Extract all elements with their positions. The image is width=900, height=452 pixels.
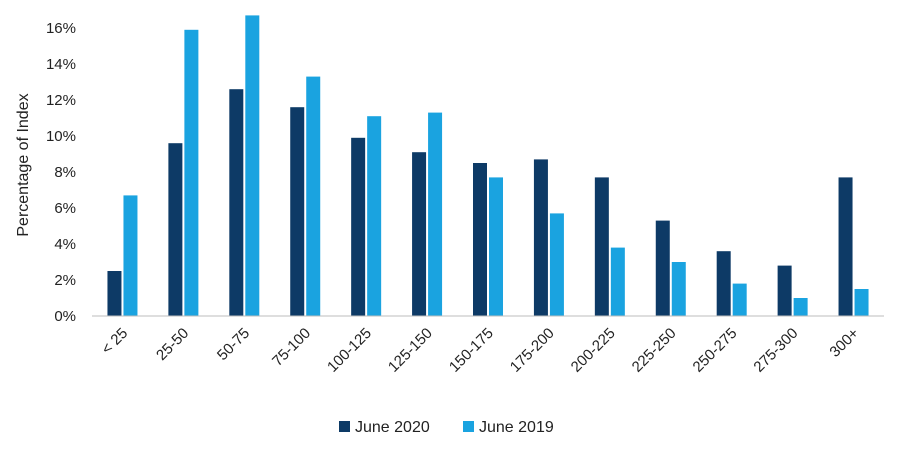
bar-june-2020 — [777, 265, 792, 316]
x-tick-label: 75-100 — [269, 325, 314, 370]
x-tick-label: 225-250 — [629, 325, 680, 376]
y-tick-label: 0% — [54, 308, 76, 325]
x-tick-label: < 25 — [98, 325, 131, 358]
bar-june-2019 — [428, 112, 443, 316]
bar-june-2019 — [610, 247, 625, 316]
bar-june-2019 — [306, 76, 321, 316]
bar-june-2020 — [533, 159, 548, 316]
bar-june-2020 — [655, 220, 670, 316]
x-tick-label: 25-50 — [153, 325, 192, 364]
legend-swatch — [339, 421, 350, 432]
x-tick-label: 300+ — [826, 325, 862, 361]
x-tick-label: 50-75 — [214, 325, 253, 364]
x-tick-label: 275-300 — [750, 325, 801, 376]
y-tick-label: 8% — [54, 164, 76, 181]
bar-june-2020 — [473, 163, 487, 316]
bar-june-2020 — [229, 89, 244, 316]
y-tick-label: 10% — [46, 128, 76, 145]
bar-june-2020 — [412, 152, 427, 316]
y-tick-label: 12% — [46, 92, 76, 109]
bar-june-2020 — [594, 177, 609, 316]
bar-june-2020 — [107, 271, 122, 316]
x-tick-label: 200-225 — [568, 325, 619, 376]
x-tick-label: 150-175 — [446, 325, 497, 376]
y-tick-label: 14% — [46, 56, 76, 73]
bar-june-2019 — [854, 289, 869, 316]
bar-june-2019 — [732, 283, 747, 316]
bar-june-2020 — [168, 143, 183, 316]
y-axis-title: Percentage of Index — [15, 93, 32, 236]
bar-june-2020 — [838, 177, 853, 316]
bar-june-2019 — [489, 177, 503, 316]
y-axis: 0% 2% 4% 6% 8% 10% 12% 14% 16% — [46, 20, 76, 325]
legend-label: June 2020 — [355, 419, 430, 436]
bar-june-2020 — [716, 251, 731, 316]
x-axis: < 25 25-50 50-75 75-100 100-125 125-150 150-17… — [98, 325, 862, 376]
bar-june-2020 — [290, 107, 305, 316]
legend-swatch — [463, 421, 474, 432]
y-tick-label: 6% — [54, 200, 76, 217]
x-tick-label: 125-150 — [385, 325, 436, 376]
bar-june-2019 — [671, 262, 686, 316]
bar-june-2019 — [549, 213, 564, 316]
legend: June 2020 June 2019 — [339, 419, 554, 436]
x-tick-label: 175-200 — [507, 325, 558, 376]
x-tick-label: 250-275 — [690, 325, 741, 376]
y-tick-label: 16% — [46, 20, 76, 37]
legend-label: June 2019 — [479, 419, 554, 436]
bar-june-2019 — [123, 195, 138, 316]
bar-june-2019 — [184, 29, 199, 317]
bar-june-2019 — [793, 298, 808, 316]
y-tick-label: 2% — [54, 272, 76, 289]
bar-june-2020 — [351, 137, 366, 316]
bar-june-2019 — [367, 116, 382, 316]
bars — [107, 15, 869, 317]
bar-june-2019 — [245, 15, 260, 317]
x-tick-label: 100-125 — [324, 325, 375, 376]
y-tick-label: 4% — [54, 236, 76, 253]
